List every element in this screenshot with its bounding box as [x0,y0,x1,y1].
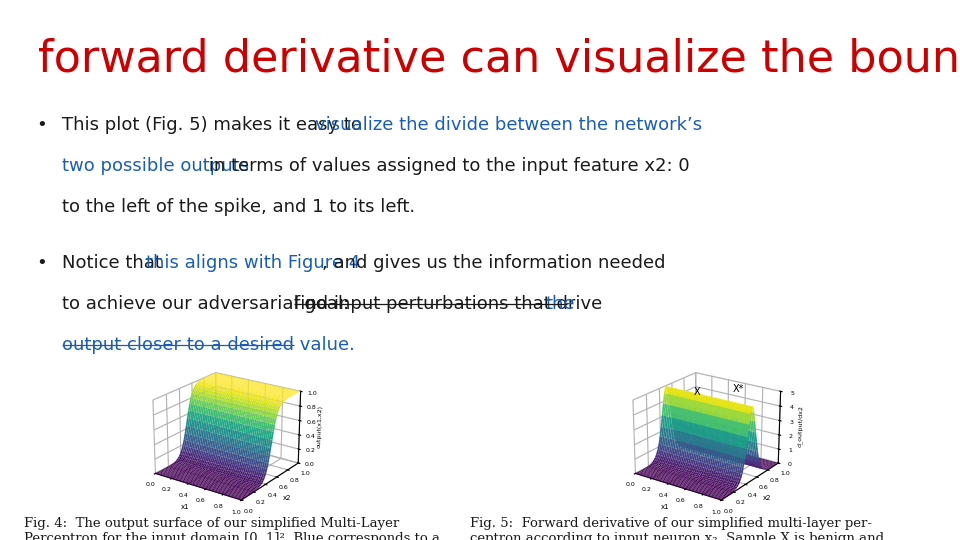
Text: Notice that: Notice that [62,254,168,272]
Text: the: the [546,295,575,313]
Text: •: • [36,254,47,272]
X-axis label: x1: x1 [661,503,670,510]
Text: to achieve our adversarial goal:: to achieve our adversarial goal: [62,295,355,313]
Y-axis label: x2: x2 [763,496,772,502]
X-axis label: x1: x1 [181,503,190,510]
Text: output closer to a desired value.: output closer to a desired value. [62,336,355,354]
Text: to the left of the spike, and 1 to its left.: to the left of the spike, and 1 to its l… [62,198,416,216]
Text: this aligns with Figure 4: this aligns with Figure 4 [147,254,361,272]
Text: •: • [36,116,47,134]
Text: find input perturbations that drive: find input perturbations that drive [294,295,608,313]
Text: visualize the divide between the network’s: visualize the divide between the network… [315,116,702,134]
Text: two possible outputs: two possible outputs [62,157,250,175]
Text: Fig. 5:  Forward derivative of our simplified multi-layer per-
ceptron according: Fig. 5: Forward derivative of our simpli… [470,517,884,540]
Text: This plot (Fig. 5) makes it easy to: This plot (Fig. 5) makes it easy to [62,116,368,134]
Y-axis label: x2: x2 [283,496,292,502]
Text: forward derivative can visualize the boundary: forward derivative can visualize the bou… [38,38,960,81]
Text: Fig. 4:  The output surface of our simplified Multi-Layer
Perceptron for the inp: Fig. 4: The output surface of our simpli… [24,517,440,540]
Text: in terms of values assigned to the input feature x2: 0: in terms of values assigned to the input… [203,157,689,175]
Text: , and gives us the information needed: , and gives us the information needed [322,254,665,272]
